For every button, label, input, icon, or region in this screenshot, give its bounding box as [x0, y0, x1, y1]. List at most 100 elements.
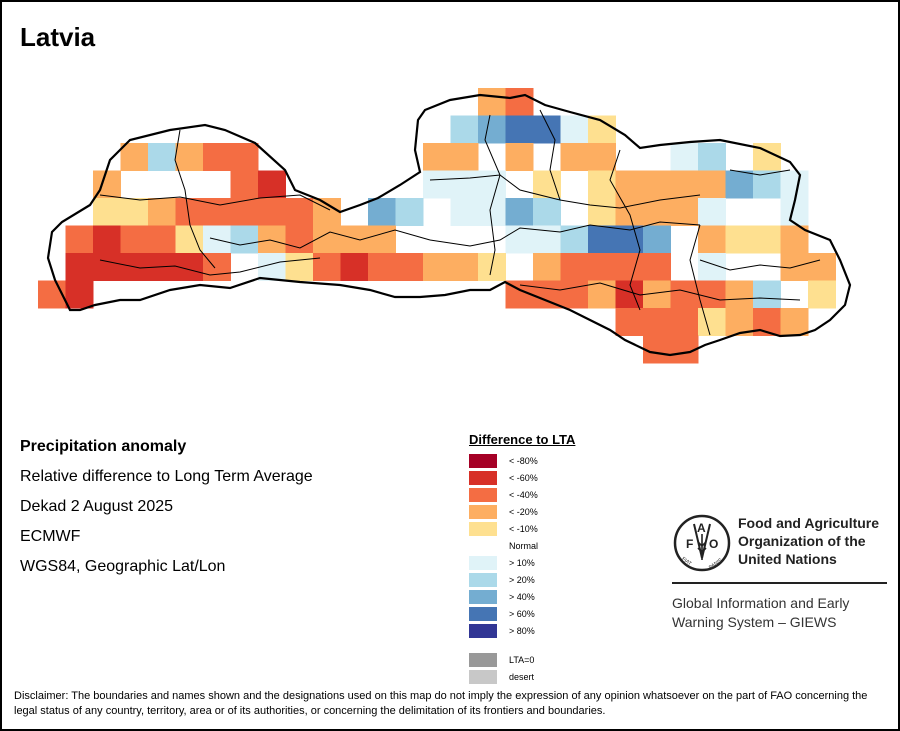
grid-cell-m40: [120, 225, 149, 254]
legend-swatch: [469, 573, 497, 587]
legend-label: > 80%: [509, 626, 535, 636]
grid-cell-m40: [285, 198, 314, 226]
district-boundary: [174, 129, 216, 269]
grid-cell-m20: [450, 253, 479, 281]
emblem-letter-o: O: [709, 537, 718, 551]
grid-cell-m40: [560, 253, 589, 281]
grid-cell-m40: [203, 143, 231, 171]
grid-cell-m20: [780, 308, 809, 336]
grid-cell-p10: [450, 198, 479, 226]
grid-cell-p20: [450, 115, 479, 144]
legend-item: > 80%: [469, 622, 575, 639]
grid-cell-p10: [780, 170, 809, 199]
grid-cell-m60: [65, 253, 94, 281]
time-period: Dekad 2 August 2025: [20, 498, 174, 515]
legend-label: Normal: [509, 541, 539, 551]
country-border: [46, 93, 852, 357]
grid-cell-p40: [643, 225, 671, 254]
grid-cell-m40: [258, 198, 286, 226]
grid-cell-m20: [478, 88, 506, 116]
legend-label: < -80%: [509, 456, 538, 466]
district-boundary: [99, 194, 331, 211]
grid-cell-m60: [258, 170, 286, 199]
grid-cell-p20: [698, 143, 726, 171]
legend-label: > 20%: [509, 575, 535, 585]
grid-cell-m60: [65, 280, 94, 309]
map-info: Precipitation anomaly Relative differenc…: [20, 436, 313, 586]
grid-cell-m20: [450, 143, 479, 171]
giews-line2: Warning System – GIEWS: [672, 614, 837, 630]
giews-name: Global Information and Early Warning Sys…: [672, 594, 849, 632]
grid-cell-m20: [670, 198, 699, 226]
grid-cell-m60: [340, 253, 369, 281]
grid-cell-p20: [395, 198, 424, 226]
grid-cell-m10: [698, 308, 726, 336]
grid-cell-m20: [615, 198, 644, 226]
legend-swatch: [469, 505, 497, 519]
grid-cell-m20: [533, 253, 561, 281]
legend-swatch: [469, 670, 497, 684]
district-boundaries: [99, 109, 821, 336]
grid-cell-m40: [148, 225, 176, 254]
grid-cell-m40: [368, 253, 396, 281]
legend-label: > 10%: [509, 558, 535, 568]
grid-cell-m10: [753, 225, 781, 254]
grid-cell-p10: [698, 198, 726, 226]
grid-cell-m10: [725, 225, 754, 254]
legend-swatch: [469, 539, 497, 553]
fao-name-line2: Organization of the: [738, 533, 866, 549]
district-boundary: [689, 224, 711, 336]
grid-cell-m10: [588, 115, 616, 144]
grid-cell-p60: [588, 225, 616, 254]
grid-cell-m20: [725, 280, 754, 309]
logo-divider: [672, 582, 887, 584]
grid-cell-m20: [670, 170, 699, 199]
legend-item: LTA=0: [469, 651, 575, 668]
district-boundary: [609, 149, 641, 311]
precipitation-anomaly-map: [38, 88, 852, 364]
legend-swatch: [469, 454, 497, 468]
legend-label: > 40%: [509, 592, 535, 602]
grid-cell-m20: [148, 198, 176, 226]
grid-cell-m20: [560, 143, 589, 171]
legend-swatch: [469, 607, 497, 621]
grid-cell-p20: [753, 170, 781, 199]
grid-cell-m20: [313, 198, 341, 226]
grid-cell-m40: [65, 225, 94, 254]
grid-cell-m40: [560, 280, 589, 309]
legend-swatch: [469, 488, 497, 502]
disclaimer: Disclaimer: The boundaries and names sho…: [14, 690, 868, 717]
grid-cell-m40: [230, 170, 259, 199]
grid-cell-p20: [560, 225, 589, 254]
grid-cell-m40: [643, 253, 671, 281]
grid-cell-m10: [120, 198, 149, 226]
district-boundary: [729, 169, 791, 176]
grid-cell-p10: [670, 143, 699, 171]
grid-cell-m40: [670, 280, 699, 309]
legend-swatch: [469, 556, 497, 570]
grid-cell-p40: [725, 170, 754, 199]
legend-swatch: [469, 590, 497, 604]
grid-cell-m20: [423, 253, 451, 281]
grid-cell-p10: [450, 170, 479, 199]
grid-cell-p20: [533, 198, 561, 226]
legend-item: < -80%: [469, 452, 575, 469]
grid-cell-m10: [285, 253, 314, 281]
grid-cell-m60: [93, 253, 121, 281]
district-boundary: [209, 229, 431, 249]
grid-cell-m40: [313, 253, 341, 281]
legend-extra-classes: LTA=0 desert: [469, 651, 575, 685]
legend-item: > 60%: [469, 605, 575, 622]
legend-item: desert: [469, 668, 575, 685]
grid-cell-m20: [120, 143, 149, 171]
grid-cell-p60: [533, 115, 561, 144]
grid-cell-m40: [285, 225, 314, 254]
grid-cell-m20: [175, 143, 204, 171]
legend-swatch: [469, 471, 497, 485]
grid-cell-m40: [203, 253, 231, 281]
svg-text:FIAT: FIAT: [680, 556, 692, 567]
legend-label: < -10%: [509, 524, 538, 534]
grid-cell-m20: [258, 225, 286, 254]
map-title: Latvia: [20, 22, 96, 52]
